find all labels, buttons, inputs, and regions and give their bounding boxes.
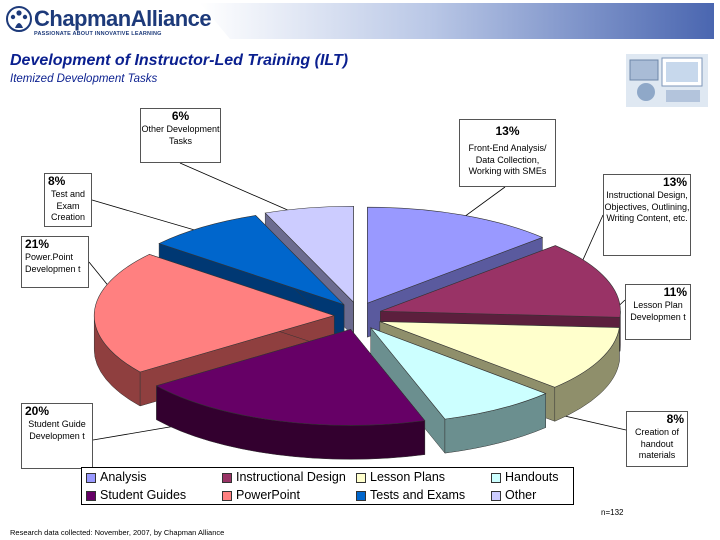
legend-swatch <box>356 472 366 483</box>
slice-analysis <box>367 206 544 304</box>
desc-lesson: Lesson Plan Developmen t <box>630 300 686 322</box>
label-tests: 8% Test and Exam Creation <box>44 173 92 227</box>
desc-analysis: Front-End Analysis/ Data Collection, Wor… <box>468 143 547 176</box>
legend-item-student: Student Guides <box>86 487 186 504</box>
header-graphic <box>200 3 714 39</box>
pct-lesson: 11% <box>663 285 687 299</box>
legend-label: Tests and Exams <box>370 488 466 502</box>
legend-swatch <box>222 490 232 501</box>
label-analysis: 13% Front-End Analysis/ Data Collection,… <box>459 119 556 187</box>
legend-swatch <box>86 472 96 483</box>
pct-student: 20% <box>25 404 50 418</box>
slice-tests-and-exams <box>158 215 345 305</box>
brand-tagline: PASSIONATE ABOUT INNOVATIVE LEARNING <box>34 31 162 37</box>
brand-logo: ChapmanAlliance PASSIONATE ABOUT INNOVAT… <box>6 4 212 40</box>
pct-powerpoint: 21% <box>25 237 50 251</box>
sample-size: n=132 <box>601 508 624 517</box>
page-subtitle: Itemized Development Tasks <box>10 73 158 85</box>
pct-other: 6% <box>171 109 190 123</box>
legend-label: Handouts <box>505 470 559 484</box>
legend-item-analysis: Analysis <box>86 469 147 486</box>
legend-item-design: Instructional Design <box>222 469 346 486</box>
label-lesson: 11% Lesson Plan Developmen t <box>625 284 691 340</box>
legend-swatch <box>491 490 501 501</box>
legend-label: Student Guides <box>100 488 187 502</box>
desc-handouts: Creation of handout materials <box>634 427 680 460</box>
label-other: 6% Other Development Tasks <box>140 108 221 163</box>
legend-item-powerpoint: PowerPoint <box>222 487 300 504</box>
pct-analysis: 13% <box>495 124 520 138</box>
legend-swatch <box>356 490 366 501</box>
legend-swatch <box>86 490 96 501</box>
legend-swatch <box>491 472 501 483</box>
footer-note: Research data collected: November, 2007,… <box>10 528 225 537</box>
legend-label: Lesson Plans <box>370 470 446 484</box>
desc-design: Instructional Design, Objectives, Outlin… <box>604 190 690 223</box>
desc-student: Student Guide Developmen t <box>28 419 86 441</box>
label-design: 13% Instructional Design, Objectives, Ou… <box>603 174 691 256</box>
legend-swatch <box>222 472 232 483</box>
desc-powerpoint: Power.Point Developmen t <box>25 252 81 274</box>
pct-handouts: 8% <box>666 412 684 426</box>
slice-other <box>264 205 354 303</box>
desc-tests: Test and Exam Creation <box>50 189 86 222</box>
legend-item-tests: Tests and Exams <box>356 487 465 504</box>
slice-instructional-design <box>380 245 621 318</box>
legend-label: Other <box>505 488 537 502</box>
legend-item-other: Other <box>491 487 536 504</box>
legend-item-lesson: Lesson Plans <box>356 469 445 486</box>
label-student: 20% Student Guide Developmen t <box>21 403 93 469</box>
brand-mark-icon <box>6 6 32 32</box>
pct-design: 13% <box>662 175 687 189</box>
legend-item-handouts: Handouts <box>491 469 559 486</box>
slice-handouts <box>369 327 547 420</box>
page-title: Development of Instructor-Led Training (… <box>10 52 349 69</box>
legend-label: PowerPoint <box>236 488 300 502</box>
computer-collage-image <box>626 54 708 107</box>
slice-powerpoint <box>93 254 336 373</box>
legend-label: Analysis <box>100 470 147 484</box>
legend-label: Instructional Design <box>236 470 346 484</box>
slice-student-guides <box>155 328 426 426</box>
desc-other: Other Development Tasks <box>141 124 220 146</box>
brand-name: ChapmanAlliance <box>34 6 212 31</box>
pct-tests: 8% <box>48 174 66 188</box>
slice-tops <box>93 205 621 426</box>
label-handouts: 8% Creation of handout materials <box>626 411 688 467</box>
label-powerpoint: 21% Power.Point Developmen t <box>21 236 89 288</box>
slice-lesson-plans <box>379 321 620 388</box>
chart-legend: Analysis Instructional Design Lesson Pla… <box>81 467 574 505</box>
